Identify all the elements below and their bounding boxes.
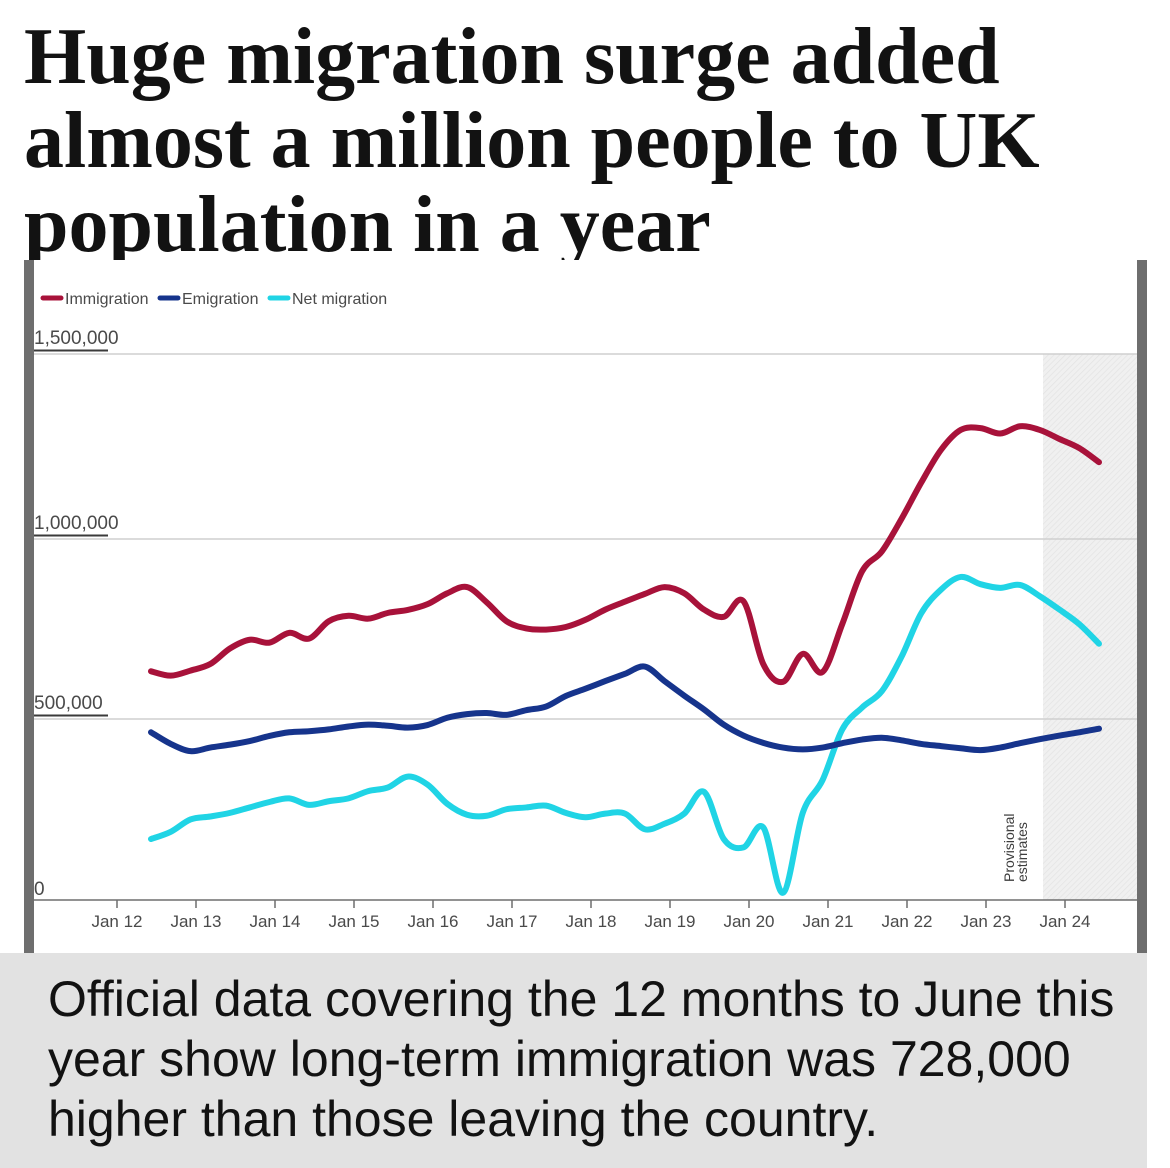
svg-text:Jan 18: Jan 18 xyxy=(565,912,616,931)
svg-text:500,000: 500,000 xyxy=(34,693,103,714)
svg-text:Jan 20: Jan 20 xyxy=(723,912,774,931)
svg-text:Jan 19: Jan 19 xyxy=(644,912,695,931)
svg-text:1,500,000: 1,500,000 xyxy=(34,328,119,349)
svg-text:Net migration: Net migration xyxy=(292,291,387,308)
svg-text:Jan 22: Jan 22 xyxy=(881,912,932,931)
svg-text:Jan 14: Jan 14 xyxy=(249,912,300,931)
svg-text:Jan 17: Jan 17 xyxy=(486,912,537,931)
svg-text:Jan 21: Jan 21 xyxy=(802,912,853,931)
svg-text:Immigration: Immigration xyxy=(65,291,149,308)
svg-text:estimates: estimates xyxy=(1014,822,1030,882)
svg-text:Jan 15: Jan 15 xyxy=(328,912,379,931)
svg-text:0: 0 xyxy=(34,879,45,900)
svg-text:1,000,000: 1,000,000 xyxy=(34,513,119,534)
svg-text:Jan 16: Jan 16 xyxy=(407,912,458,931)
svg-text:Jan 24: Jan 24 xyxy=(1039,912,1090,931)
svg-text:Jan 12: Jan 12 xyxy=(91,912,142,931)
svg-text:Jan 23: Jan 23 xyxy=(960,912,1011,931)
svg-text:Emigration: Emigration xyxy=(182,291,258,308)
svg-text:Jan 13: Jan 13 xyxy=(170,912,221,931)
